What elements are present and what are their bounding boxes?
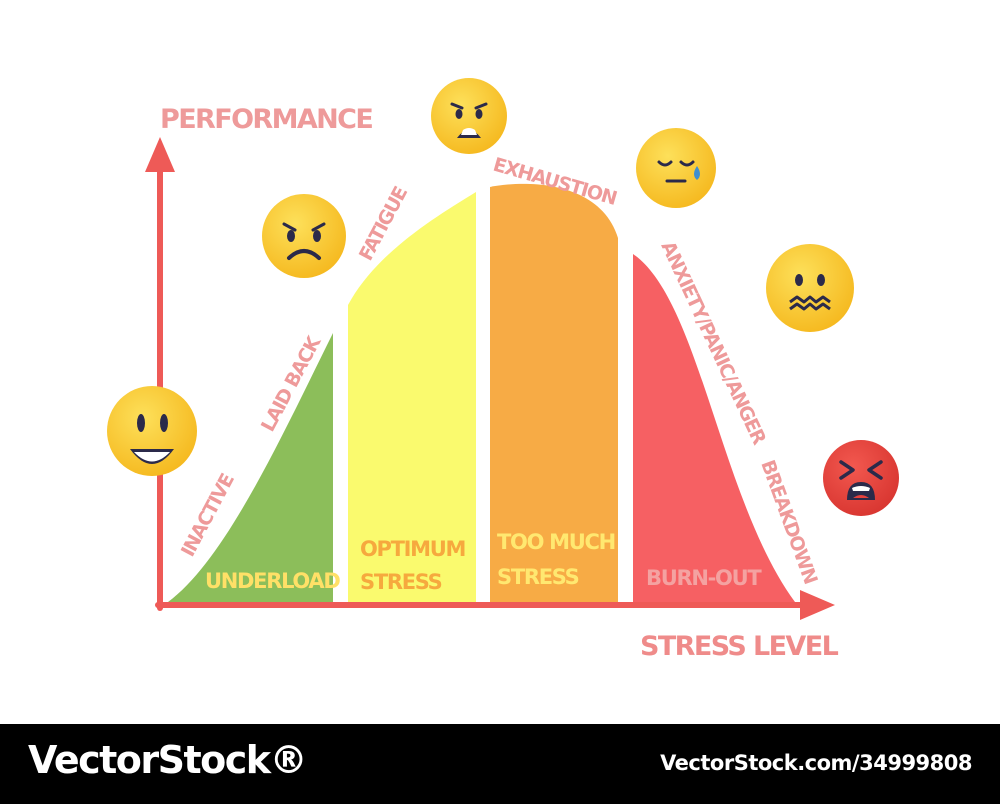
brand-logo: VectorStock®: [28, 738, 308, 782]
zone-underload: [168, 333, 333, 602]
watermark-footer: VectorStock® VectorStock.com/34999808: [0, 724, 1000, 804]
worried-face-icon: [431, 78, 507, 154]
zone-label-too-much-line1: TOO MUCH: [497, 530, 615, 554]
anxious-face-icon: [766, 244, 854, 332]
happy-face-icon: [107, 386, 197, 476]
diagram-canvas: PERFORMANCE STRESS LEVEL UNDERLOAD OPTIM…: [107, 78, 899, 662]
stock-id: VectorStock.com/34999808: [660, 751, 972, 775]
zone-label-optimum-line2: STRESS: [360, 570, 442, 594]
zone-label-burn-out: BURN-OUT: [646, 566, 762, 590]
angry-face-icon: [823, 440, 899, 516]
x-axis-arrow-icon: [800, 590, 835, 620]
sad-face-icon: [262, 194, 346, 278]
zone-label-too-much-line2: STRESS: [497, 565, 579, 589]
x-axis-label: STRESS LEVEL: [640, 631, 839, 662]
y-axis-arrow-icon: [145, 137, 175, 172]
zone-label-optimum-line1: OPTIMUM: [360, 537, 465, 561]
crying-face-icon: [636, 128, 716, 208]
zone-optimum-stress: [348, 192, 476, 602]
y-axis-label: PERFORMANCE: [160, 104, 372, 135]
zone-too-much-stress: [490, 183, 618, 602]
zone-burn-out: [633, 254, 795, 602]
x-axis: [155, 590, 835, 620]
zone-label-underload: UNDERLOAD: [205, 569, 340, 593]
y-axis: [145, 137, 175, 611]
